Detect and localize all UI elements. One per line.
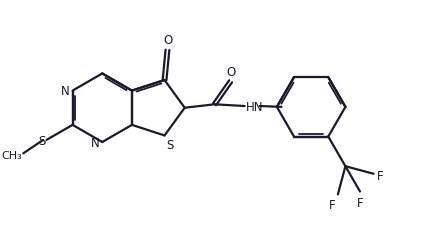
Text: CH₃: CH₃	[1, 150, 21, 160]
Text: F: F	[377, 170, 384, 183]
Text: N: N	[61, 85, 70, 98]
Text: S: S	[166, 139, 174, 152]
Text: S: S	[38, 135, 45, 148]
Text: F: F	[356, 196, 363, 209]
Text: O: O	[227, 66, 236, 79]
Text: N: N	[91, 136, 100, 149]
Text: HN: HN	[246, 101, 263, 114]
Text: O: O	[163, 34, 172, 47]
Text: F: F	[329, 198, 336, 211]
